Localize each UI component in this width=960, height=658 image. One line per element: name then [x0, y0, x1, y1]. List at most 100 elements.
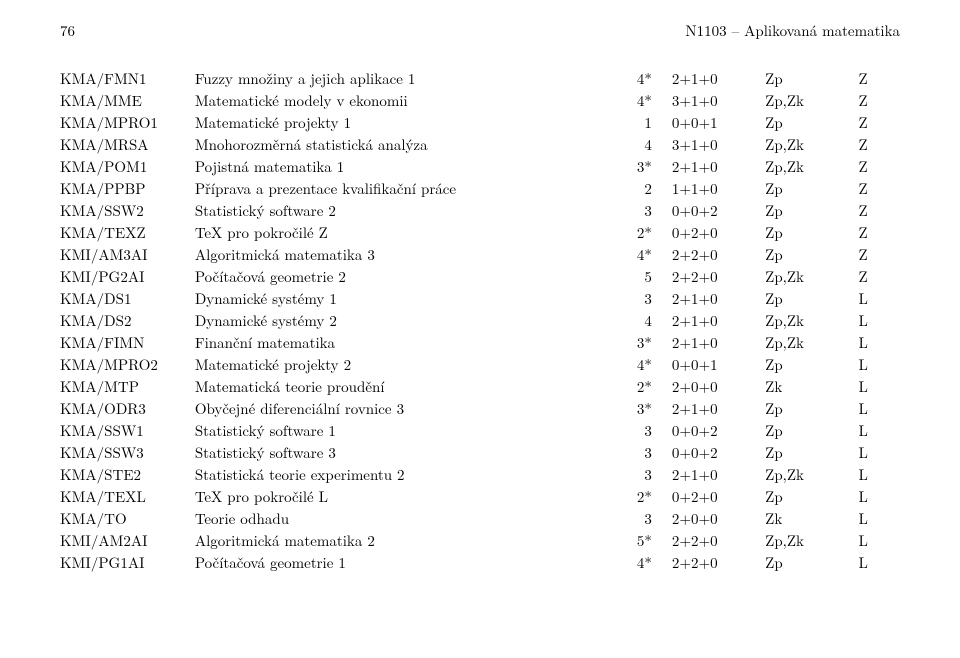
- course-name: Statistický software 1: [195, 419, 579, 441]
- course-semester: L: [859, 353, 901, 375]
- table-row: KMA/DS2Dynamické systémy 242+1+0Zp,ZkL: [60, 309, 900, 331]
- course-code: KMA/ODR3: [60, 397, 195, 419]
- course-code: KMA/POM1: [60, 155, 195, 177]
- course-exam: Zp: [765, 551, 858, 573]
- course-code: KMA/MME: [60, 89, 195, 111]
- table-row: KMI/PG2AIPočítačová geometrie 252+2+0Zp,…: [60, 265, 900, 287]
- course-code: KMA/MPRO2: [60, 353, 195, 375]
- course-name: Dynamické systémy 2: [195, 309, 579, 331]
- course-hours: 2+2+0: [672, 529, 765, 551]
- course-semester: Z: [859, 133, 901, 155]
- course-credits: 5: [579, 265, 672, 287]
- course-hours: 2+1+0: [672, 309, 765, 331]
- course-credits: 2*: [579, 375, 672, 397]
- course-exam: Zk: [765, 507, 858, 529]
- course-semester: L: [859, 463, 901, 485]
- course-credits: 3*: [579, 331, 672, 353]
- course-credits: 4*: [579, 551, 672, 573]
- course-exam: Zp: [765, 441, 858, 463]
- course-name: Statistický software 2: [195, 199, 579, 221]
- course-credits: 3: [579, 507, 672, 529]
- course-name: Příprava a prezentace kvalifikační práce: [195, 177, 579, 199]
- table-row: KMI/AM3AIAlgoritmická matematika 34*2+2+…: [60, 243, 900, 265]
- course-semester: L: [859, 397, 901, 419]
- course-semester: L: [859, 485, 901, 507]
- course-name: Matematická teorie proudění: [195, 375, 579, 397]
- course-name: Obyčejné diferenciální rovnice 3: [195, 397, 579, 419]
- course-exam: Zp: [765, 485, 858, 507]
- table-row: KMA/SSW3Statistický software 330+0+2ZpL: [60, 441, 900, 463]
- table-row: KMA/MPRO1Matematické projekty 110+0+1ZpZ: [60, 111, 900, 133]
- course-semester: Z: [859, 265, 901, 287]
- course-exam: Zp: [765, 67, 858, 89]
- table-row: KMA/FIMNFinanční matematika3*2+1+0Zp,ZkL: [60, 331, 900, 353]
- table-row: KMA/SSW1Statistický software 130+0+2ZpL: [60, 419, 900, 441]
- course-code: KMA/TO: [60, 507, 195, 529]
- page-container: 76 N1103 – Aplikovaná matematika KMA/FMN…: [0, 0, 960, 573]
- course-exam: Zp,Zk: [765, 155, 858, 177]
- course-code: KMI/AM2AI: [60, 529, 195, 551]
- table-row: KMA/MRSAMnohorozměrná statistická analýz…: [60, 133, 900, 155]
- course-exam: Zp: [765, 111, 858, 133]
- course-name: TeX pro pokročilé Z: [195, 221, 579, 243]
- course-credits: 3: [579, 199, 672, 221]
- course-hours: 0+0+1: [672, 111, 765, 133]
- course-exam: Zp,Zk: [765, 133, 858, 155]
- course-name: Algoritmická matematika 3: [195, 243, 579, 265]
- course-credits: 2*: [579, 485, 672, 507]
- course-semester: L: [859, 331, 901, 353]
- table-row: KMA/FMN1Fuzzy množiny a jejich aplikace …: [60, 67, 900, 89]
- course-name: Počítačová geometrie 2: [195, 265, 579, 287]
- course-hours: 2+1+0: [672, 287, 765, 309]
- course-name: Počítačová geometrie 1: [195, 551, 579, 573]
- course-exam: Zp: [765, 199, 858, 221]
- course-credits: 2*: [579, 221, 672, 243]
- course-exam: Zp,Zk: [765, 331, 858, 353]
- course-table: KMA/FMN1Fuzzy množiny a jejich aplikace …: [60, 67, 900, 573]
- course-code: KMA/PPBP: [60, 177, 195, 199]
- course-credits: 5*: [579, 529, 672, 551]
- course-hours: 2+1+0: [672, 155, 765, 177]
- course-hours: 2+1+0: [672, 67, 765, 89]
- course-hours: 3+1+0: [672, 133, 765, 155]
- course-semester: L: [859, 375, 901, 397]
- course-name: Statistický software 3: [195, 441, 579, 463]
- table-row: KMA/TEXZTeX pro pokročilé Z2*0+2+0ZpZ: [60, 221, 900, 243]
- course-code: KMA/SSW3: [60, 441, 195, 463]
- course-name: Fuzzy množiny a jejich aplikace 1: [195, 67, 579, 89]
- course-hours: 1+1+0: [672, 177, 765, 199]
- course-hours: 2+1+0: [672, 397, 765, 419]
- course-name: Pojistná matematika 1: [195, 155, 579, 177]
- course-credits: 4*: [579, 243, 672, 265]
- course-exam: Zp,Zk: [765, 529, 858, 551]
- course-semester: Z: [859, 67, 901, 89]
- course-hours: 2+1+0: [672, 331, 765, 353]
- table-row: KMA/TEXLTeX pro pokročilé L2*0+2+0ZpL: [60, 485, 900, 507]
- page-title: N1103 – Aplikovaná matematika: [685, 20, 900, 41]
- course-exam: Zp: [765, 221, 858, 243]
- course-semester: Z: [859, 199, 901, 221]
- table-row: KMA/ODR3Obyčejné diferenciální rovnice 3…: [60, 397, 900, 419]
- course-semester: L: [859, 551, 901, 573]
- course-name: Matematické modely v ekonomii: [195, 89, 579, 111]
- course-code: KMI/PG2AI: [60, 265, 195, 287]
- table-row: KMA/SSW2Statistický software 230+0+2ZpZ: [60, 199, 900, 221]
- course-code: KMA/MPRO1: [60, 111, 195, 133]
- course-hours: 2+1+0: [672, 463, 765, 485]
- table-row: KMA/DS1Dynamické systémy 132+1+0ZpL: [60, 287, 900, 309]
- course-exam: Zp: [765, 353, 858, 375]
- course-name: Dynamické systémy 1: [195, 287, 579, 309]
- course-exam: Zp: [765, 243, 858, 265]
- course-semester: Z: [859, 177, 901, 199]
- course-hours: 2+2+0: [672, 551, 765, 573]
- course-hours: 0+0+2: [672, 441, 765, 463]
- course-code: KMA/SSW1: [60, 419, 195, 441]
- course-credits: 1: [579, 111, 672, 133]
- course-semester: L: [859, 419, 901, 441]
- course-code: KMA/DS2: [60, 309, 195, 331]
- course-name: TeX pro pokročilé L: [195, 485, 579, 507]
- course-hours: 2+2+0: [672, 243, 765, 265]
- page-number: 76: [60, 20, 75, 41]
- course-exam: Zp,Zk: [765, 89, 858, 111]
- table-row: KMI/PG1AIPočítačová geometrie 14*2+2+0Zp…: [60, 551, 900, 573]
